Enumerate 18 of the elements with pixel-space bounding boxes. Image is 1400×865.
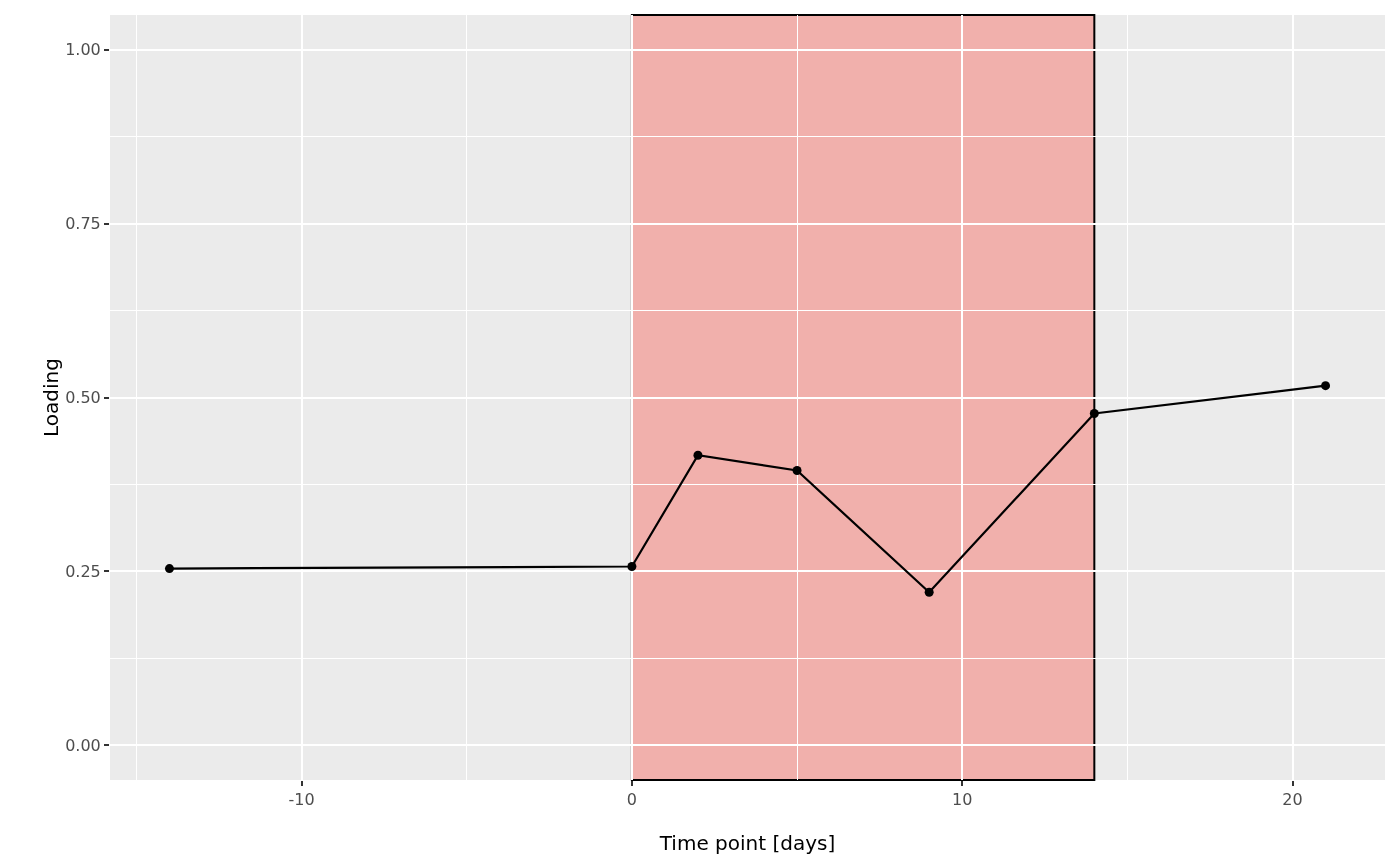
y-tick-label: 1.00 (65, 40, 101, 60)
y-axis-title: Loading (39, 358, 64, 437)
point (1089, 409, 1099, 418)
point (792, 466, 802, 476)
x-tick-label: -10 (288, 790, 315, 810)
y-tick-label: 0.25 (65, 561, 101, 581)
point (627, 562, 637, 571)
point (924, 587, 934, 597)
y-tick-label: 0.50 (65, 388, 101, 408)
point (1321, 381, 1331, 391)
x-tick-label: 20 (1282, 790, 1303, 810)
y-tick-label: 0.75 (65, 214, 101, 234)
point (693, 450, 703, 460)
point (164, 564, 174, 574)
y-tick-label: 0.00 (65, 735, 101, 755)
x-tick-label: 10 (952, 790, 973, 810)
x-axis-title: Time point [days] (658, 831, 836, 855)
x-tick-label: 0 (626, 790, 637, 810)
